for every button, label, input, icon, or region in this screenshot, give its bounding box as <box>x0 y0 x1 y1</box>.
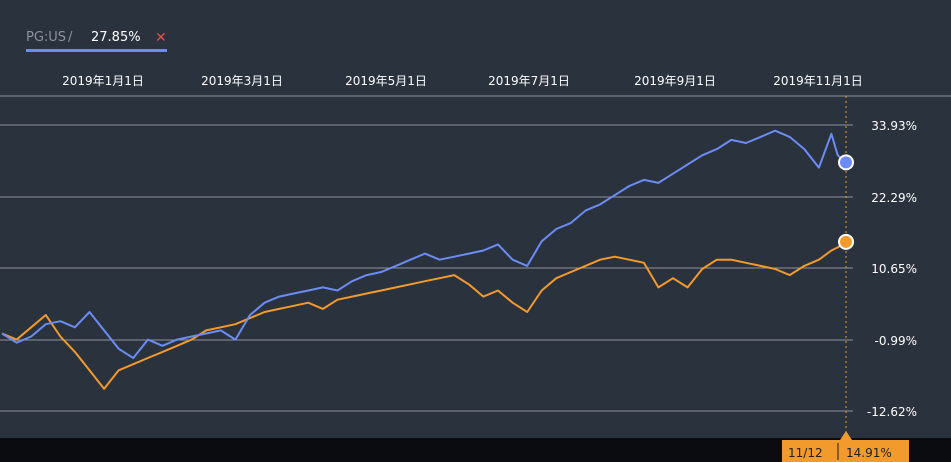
series-layer <box>1 129 847 390</box>
x-tick-label: 2019年9月1日 <box>634 74 716 88</box>
y-tick-label: 10.65% <box>871 262 917 276</box>
gridlines <box>0 124 853 412</box>
y-tick-label: -0.99% <box>875 334 917 348</box>
cursor-label-box <box>782 440 909 462</box>
marker-layer <box>838 154 854 250</box>
legend-underline <box>26 49 167 52</box>
legend-value: 27.85% <box>91 30 141 45</box>
series-end-marker <box>838 154 854 171</box>
y-axis: 33.93% 22.29% 10.65% -0.99% -12.62% <box>867 119 917 419</box>
x-axis: 2019年1月1日 2019年3月1日 2019年5月1日 2019年7月1日 … <box>62 74 863 88</box>
series-line <box>1 129 847 359</box>
series-end-marker <box>838 233 854 250</box>
cursor-date: 11/12 <box>788 446 823 460</box>
cursor-value: 14.91% <box>846 446 892 460</box>
cursor-label: 11/12 14.91% <box>782 431 909 462</box>
x-tick-label: 2019年1月1日 <box>62 74 144 88</box>
legend: PG:US / 27.85% ✕ <box>26 30 167 52</box>
legend-separator: / <box>68 30 73 45</box>
cursor-pointer-icon <box>840 431 852 440</box>
y-tick-label: -12.62% <box>867 405 917 419</box>
x-tick-label: 2019年5月1日 <box>345 74 427 88</box>
y-tick-label: 33.93% <box>871 119 917 133</box>
x-tick-label: 2019年3月1日 <box>201 74 283 88</box>
close-icon[interactable]: ✕ <box>155 30 167 46</box>
y-tick-label: 22.29% <box>871 191 917 205</box>
x-tick-label: 2019年7月1日 <box>488 74 570 88</box>
legend-ticker: PG:US <box>26 30 66 45</box>
x-tick-label: 2019年11月1日 <box>773 74 862 88</box>
series-line <box>1 241 847 390</box>
